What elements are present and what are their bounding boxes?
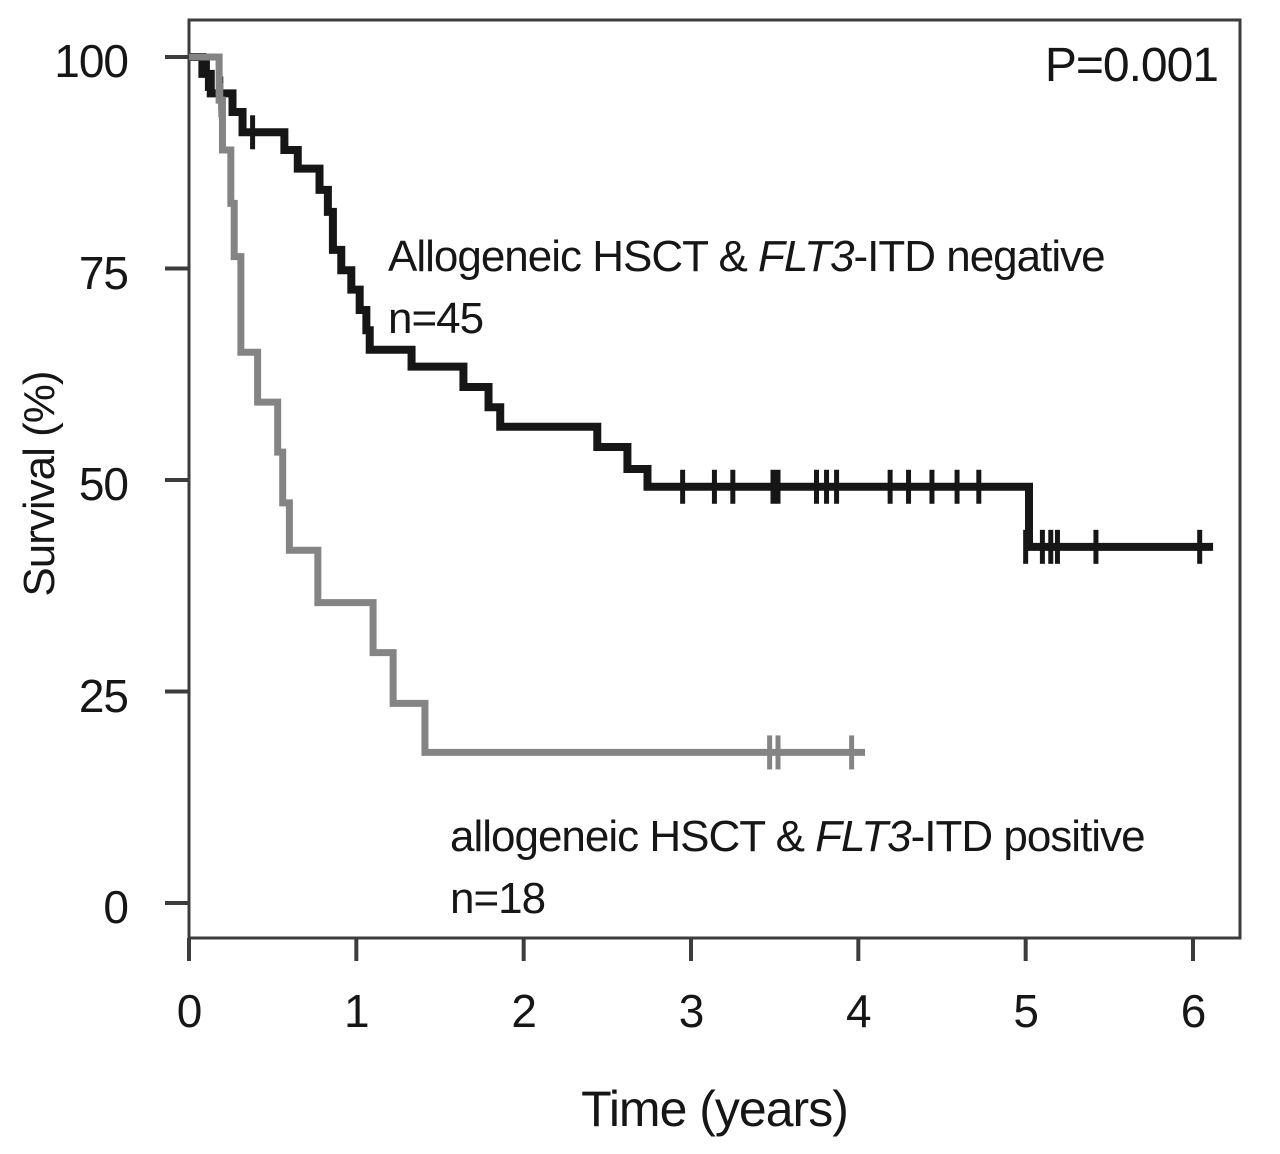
x-tick-label: 1 (344, 985, 370, 1037)
x-axis-title: Time (years) (581, 1081, 849, 1137)
x-tick-label: 0 (176, 985, 203, 1037)
x-tick-label: 4 (846, 985, 872, 1037)
x-tick-label: 6 (1180, 985, 1207, 1037)
series-positive-label-text: allogeneic HSCT & FLT3-ITD positive (450, 812, 1146, 861)
y-tick-label: 25 (78, 669, 129, 722)
x-tick-label: 3 (678, 985, 705, 1037)
y-tick-label: 75 (78, 246, 129, 299)
series-positive-annotation: allogeneic HSCT & FLT3-ITD positive n=18 (450, 806, 1146, 930)
x-tick-label: 5 (1013, 985, 1039, 1037)
gene-name-italic: FLT3 (758, 232, 854, 281)
y-tick-label: 0 (103, 881, 129, 933)
x-tick-label: 2 (511, 985, 537, 1037)
survival-curve-allogeneic-hsct-flt3-itd-negative (189, 53, 1214, 551)
series-negative-annotation: Allogeneic HSCT & FLT3-ITD negative n=45 (388, 226, 1106, 350)
p-value-label: P=0.001 (1044, 39, 1219, 92)
y-tick-label: 100 (54, 35, 129, 87)
series-positive-n-count: n=18 (450, 874, 546, 923)
gene-name-italic: FLT3 (815, 812, 911, 861)
series-negative-label-prefix: Allogeneic HSCT & (388, 232, 759, 281)
series-negative-label-text: Allogeneic HSCT & FLT3-ITD negative (388, 232, 1106, 281)
y-tick-label: 50 (78, 458, 129, 510)
series-negative-n-count: n=45 (388, 294, 484, 343)
survival-curve-allogeneic-hsct-flt3-itd-positive (189, 53, 866, 756)
series-positive-label-prefix: allogeneic HSCT & (450, 812, 816, 861)
series-positive-label-suffix: -ITD positive (910, 812, 1146, 861)
series-negative-label-suffix: -ITD negative (853, 232, 1105, 281)
